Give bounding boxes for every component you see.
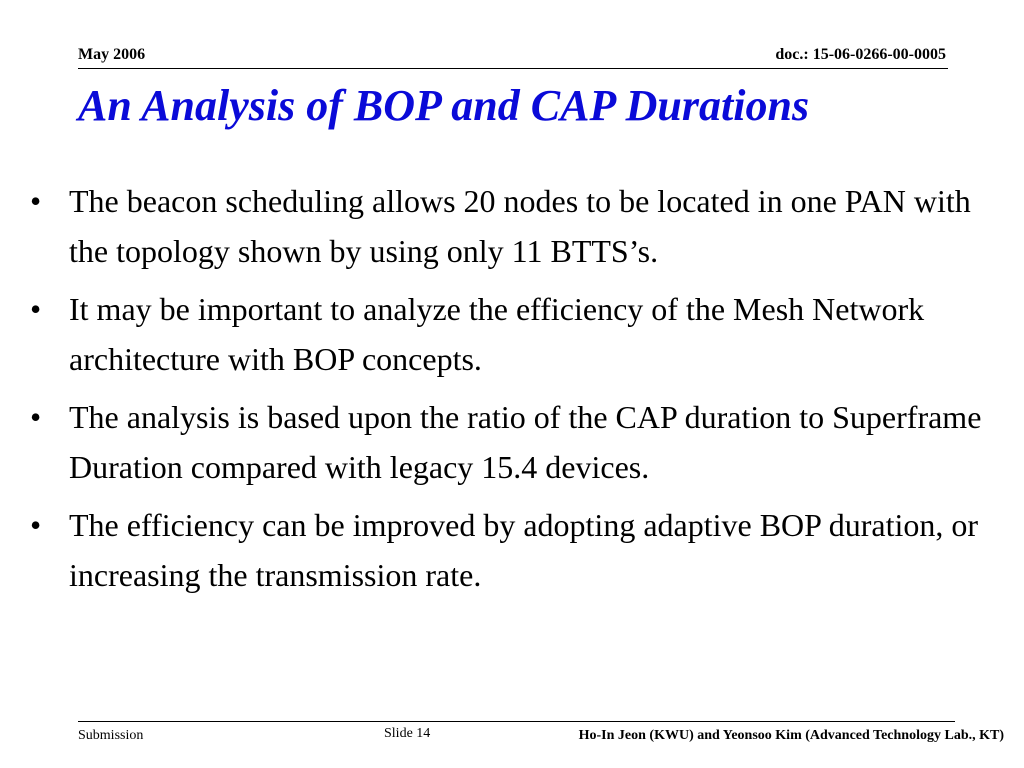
header-divider <box>78 68 948 69</box>
bullet-item: • The efficiency can be improved by adop… <box>28 500 994 600</box>
footer-authors: Ho-In Jeon (KWU) and Yeonsoo Kim (Advanc… <box>578 728 1004 743</box>
bullet-item: • The beacon scheduling allows 20 nodes … <box>28 176 994 276</box>
bullet-text: It may be important to analyze the effic… <box>69 291 925 377</box>
bullet-text: The beacon scheduling allows 20 nodes to… <box>69 183 971 269</box>
bullet-icon: • <box>30 507 42 543</box>
bullet-text: The analysis is based upon the ratio of … <box>69 399 982 485</box>
slide-title: An Analysis of BOP and CAP Durations <box>78 81 810 130</box>
header-doc-number: doc.: 15-06-0266-00-0005 <box>775 46 946 63</box>
bullet-icon: • <box>30 183 42 219</box>
bullet-text: The efficiency can be improved by adopti… <box>69 507 979 593</box>
footer-divider <box>78 721 955 722</box>
bullet-item: • The analysis is based upon the ratio o… <box>28 392 994 492</box>
bullet-item: • It may be important to analyze the eff… <box>28 284 994 384</box>
bullet-icon: • <box>30 291 42 327</box>
footer-slide-number: Slide 14 <box>384 726 431 741</box>
footer-submission: Submission <box>78 728 144 743</box>
bullet-icon: • <box>30 399 42 435</box>
bullet-list: • The beacon scheduling allows 20 nodes … <box>28 176 994 608</box>
header-date: May 2006 <box>78 46 146 63</box>
